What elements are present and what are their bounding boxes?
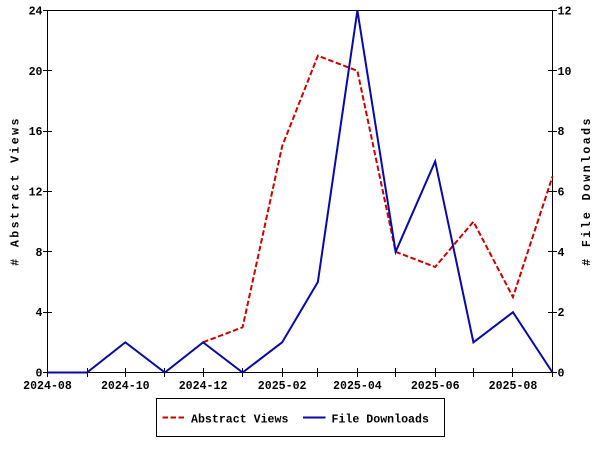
svg-text:2025-02: 2025-02 [258, 380, 307, 393]
svg-text:4: 4 [36, 307, 43, 320]
svg-text:8: 8 [558, 126, 565, 139]
svg-text:2024-08: 2024-08 [23, 380, 72, 393]
svg-text:12: 12 [29, 187, 43, 200]
svg-text:0: 0 [558, 368, 565, 381]
svg-text:2024-12: 2024-12 [179, 380, 228, 393]
svg-text:6: 6 [558, 187, 565, 200]
svg-text:2024-10: 2024-10 [101, 380, 150, 393]
svg-text:# Abstract Views: # Abstract Views [10, 116, 23, 266]
svg-text:2: 2 [558, 307, 565, 320]
svg-text:0: 0 [36, 368, 43, 381]
svg-text:Abstract Views: Abstract Views [191, 413, 288, 426]
svg-text:24: 24 [29, 6, 43, 19]
svg-text:16: 16 [29, 126, 43, 139]
svg-text:2025-06: 2025-06 [411, 380, 460, 393]
svg-text:20: 20 [29, 66, 43, 79]
svg-text:File Downloads: File Downloads [332, 413, 429, 426]
svg-text:8: 8 [36, 247, 43, 260]
svg-text:# File Downloads: # File Downloads [581, 116, 594, 266]
svg-text:4: 4 [558, 247, 565, 260]
svg-text:10: 10 [558, 66, 572, 79]
svg-text:12: 12 [558, 6, 572, 19]
svg-text:2025-08: 2025-08 [489, 380, 538, 393]
svg-text:2025-04: 2025-04 [333, 380, 382, 393]
